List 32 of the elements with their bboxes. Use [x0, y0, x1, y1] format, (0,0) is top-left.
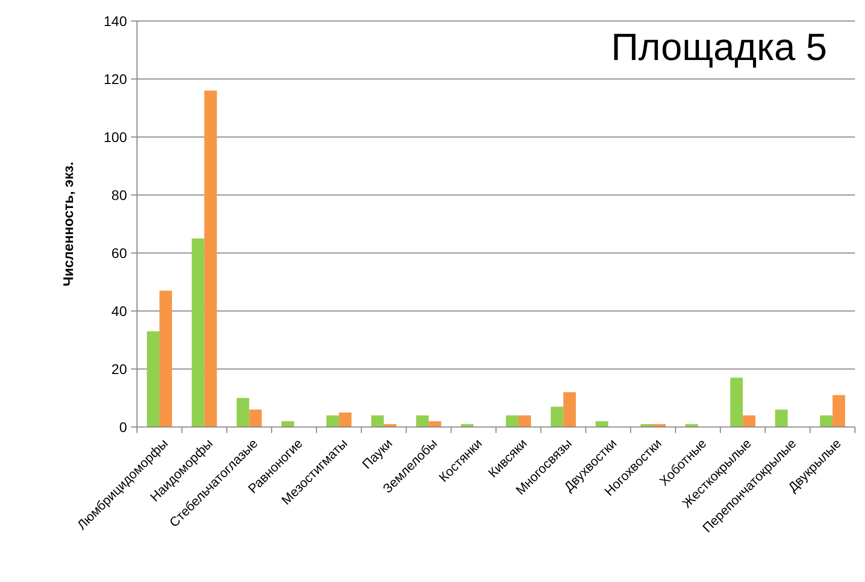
y-tick-label: 40	[111, 302, 128, 319]
bar	[338, 412, 352, 427]
y-tick-label: 80	[111, 186, 128, 203]
bar	[428, 421, 442, 427]
bar	[518, 415, 532, 427]
y-tick-label: 120	[104, 70, 128, 87]
y-tick-label: 20	[111, 360, 128, 377]
bar	[742, 415, 756, 427]
y-tick-label: 60	[111, 244, 128, 261]
bar	[416, 415, 429, 427]
bar	[236, 398, 250, 427]
bar	[730, 378, 743, 427]
bar	[326, 415, 339, 427]
bar	[596, 421, 608, 427]
y-tick-label: 100	[104, 128, 128, 145]
bar	[506, 415, 518, 427]
y-tick-label: 0	[119, 418, 128, 435]
bar	[249, 410, 262, 427]
bar	[371, 415, 384, 427]
bar	[159, 290, 172, 427]
bar	[146, 331, 160, 427]
bar	[775, 410, 788, 427]
y-axis-title: Численность, экз.	[60, 162, 76, 286]
bar	[563, 392, 576, 427]
bar	[192, 238, 204, 427]
bar	[550, 406, 564, 427]
chart-title: Площадка 5	[611, 27, 827, 69]
bar	[281, 421, 294, 427]
bar	[820, 415, 833, 427]
bar	[204, 90, 217, 427]
bar	[832, 395, 846, 427]
y-tick-label: 140	[104, 12, 128, 29]
